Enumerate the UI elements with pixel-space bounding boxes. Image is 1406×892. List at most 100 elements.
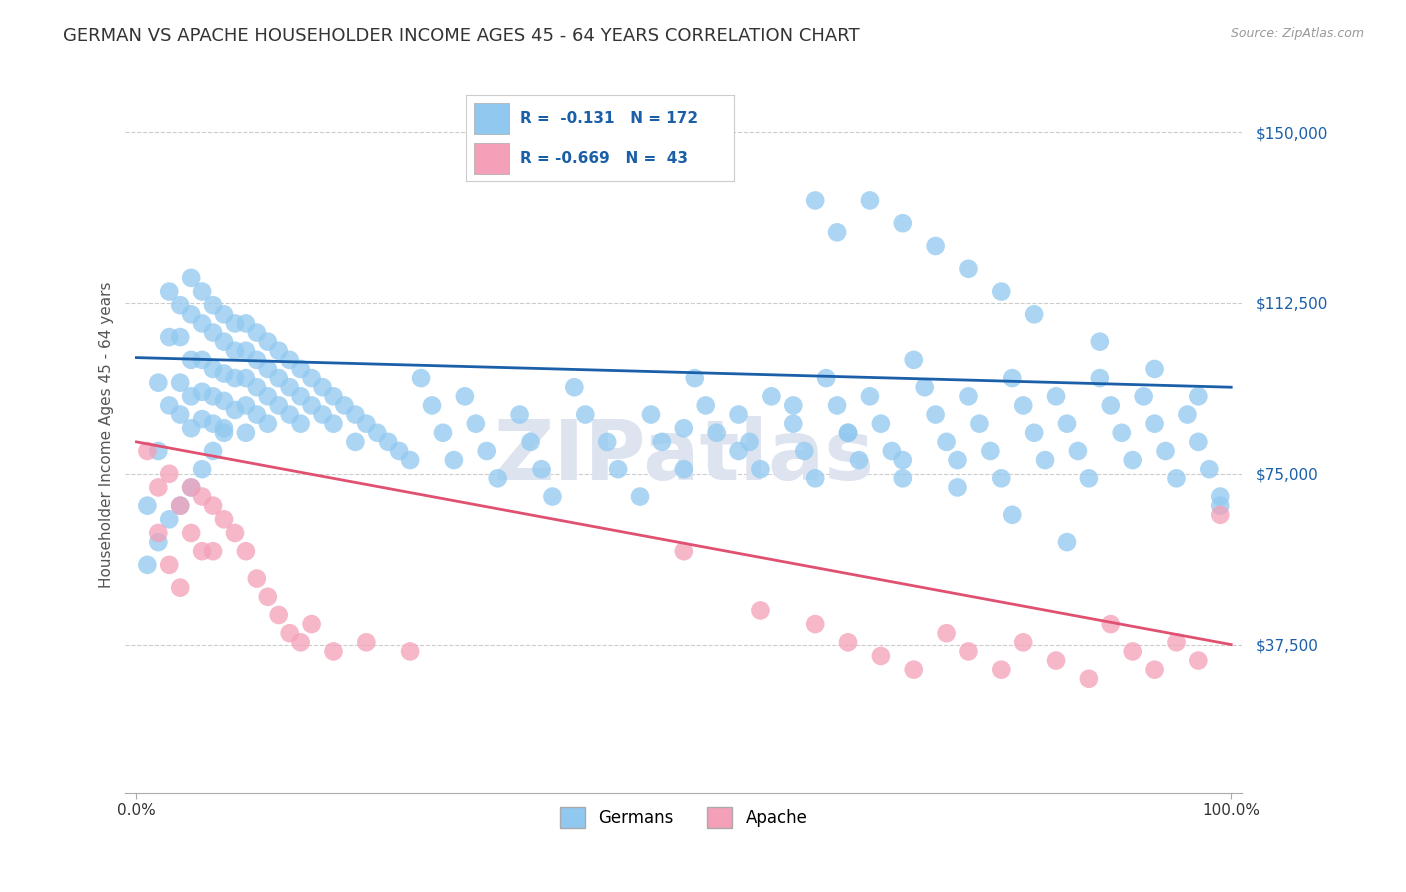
Point: [990, 471, 1012, 485]
Point: [749, 462, 772, 476]
Point: [224, 343, 246, 358]
Point: [290, 417, 312, 431]
Point: [825, 399, 848, 413]
Point: [278, 626, 301, 640]
Point: [290, 389, 312, 403]
Point: [672, 421, 695, 435]
Point: [672, 462, 695, 476]
Point: [946, 453, 969, 467]
Point: [169, 298, 191, 312]
Point: [924, 408, 946, 422]
Point: [793, 444, 815, 458]
Point: [148, 526, 170, 541]
Point: [530, 462, 553, 476]
Point: [256, 417, 278, 431]
Point: [706, 425, 728, 440]
Point: [224, 403, 246, 417]
Point: [212, 393, 235, 408]
Point: [979, 444, 1001, 458]
Point: [157, 467, 180, 481]
Point: [180, 480, 202, 494]
Point: [224, 371, 246, 385]
Point: [1001, 371, 1024, 385]
Point: [509, 408, 531, 422]
Point: [388, 444, 411, 458]
Point: [903, 663, 925, 677]
Point: [235, 425, 257, 440]
Point: [301, 617, 323, 632]
Point: [1088, 371, 1111, 385]
Point: [377, 434, 399, 449]
Point: [169, 499, 191, 513]
Point: [1056, 417, 1078, 431]
Point: [246, 352, 269, 367]
Point: [1143, 663, 1166, 677]
Point: [202, 389, 225, 403]
Point: [1088, 334, 1111, 349]
Point: [278, 408, 301, 422]
Point: [1024, 307, 1046, 321]
Point: [1209, 499, 1232, 513]
Point: [212, 512, 235, 526]
Point: [224, 526, 246, 541]
Point: [278, 380, 301, 394]
Point: [1166, 471, 1188, 485]
Point: [344, 408, 367, 422]
Point: [432, 425, 454, 440]
Point: [180, 307, 202, 321]
Point: [924, 239, 946, 253]
Point: [464, 417, 486, 431]
Point: [246, 572, 269, 586]
Point: [322, 644, 344, 658]
Point: [290, 362, 312, 376]
Point: [191, 384, 214, 399]
Text: GERMAN VS APACHE HOUSEHOLDER INCOME AGES 45 - 64 YEARS CORRELATION CHART: GERMAN VS APACHE HOUSEHOLDER INCOME AGES…: [63, 27, 860, 45]
Point: [136, 558, 159, 572]
Point: [180, 352, 202, 367]
Point: [290, 635, 312, 649]
Point: [607, 462, 630, 476]
Point: [256, 334, 278, 349]
Point: [191, 317, 214, 331]
Point: [356, 635, 378, 649]
Point: [957, 389, 980, 403]
Point: [212, 307, 235, 321]
Point: [157, 399, 180, 413]
Point: [683, 371, 706, 385]
Point: [202, 444, 225, 458]
Point: [1033, 453, 1056, 467]
Point: [1111, 425, 1133, 440]
Point: [1166, 635, 1188, 649]
Point: [804, 471, 827, 485]
Point: [562, 380, 585, 394]
Point: [519, 434, 541, 449]
Point: [148, 376, 170, 390]
Point: [180, 526, 202, 541]
Point: [1122, 644, 1144, 658]
Point: [1024, 425, 1046, 440]
Point: [628, 490, 651, 504]
Legend: Germans, Apache: Germans, Apache: [554, 801, 814, 834]
Point: [148, 480, 170, 494]
Point: [837, 425, 859, 440]
Point: [672, 544, 695, 558]
Point: [246, 326, 269, 340]
Point: [990, 285, 1012, 299]
Point: [235, 371, 257, 385]
Point: [870, 648, 893, 663]
Point: [148, 444, 170, 458]
Point: [1012, 635, 1035, 649]
Point: [1198, 462, 1220, 476]
Point: [640, 408, 662, 422]
Point: [157, 285, 180, 299]
Point: [202, 544, 225, 558]
Point: [157, 330, 180, 344]
Point: [454, 389, 477, 403]
Point: [191, 544, 214, 558]
Point: [180, 271, 202, 285]
Point: [1187, 654, 1209, 668]
Point: [541, 490, 564, 504]
Point: [738, 434, 761, 449]
Point: [1209, 490, 1232, 504]
Point: [311, 380, 333, 394]
